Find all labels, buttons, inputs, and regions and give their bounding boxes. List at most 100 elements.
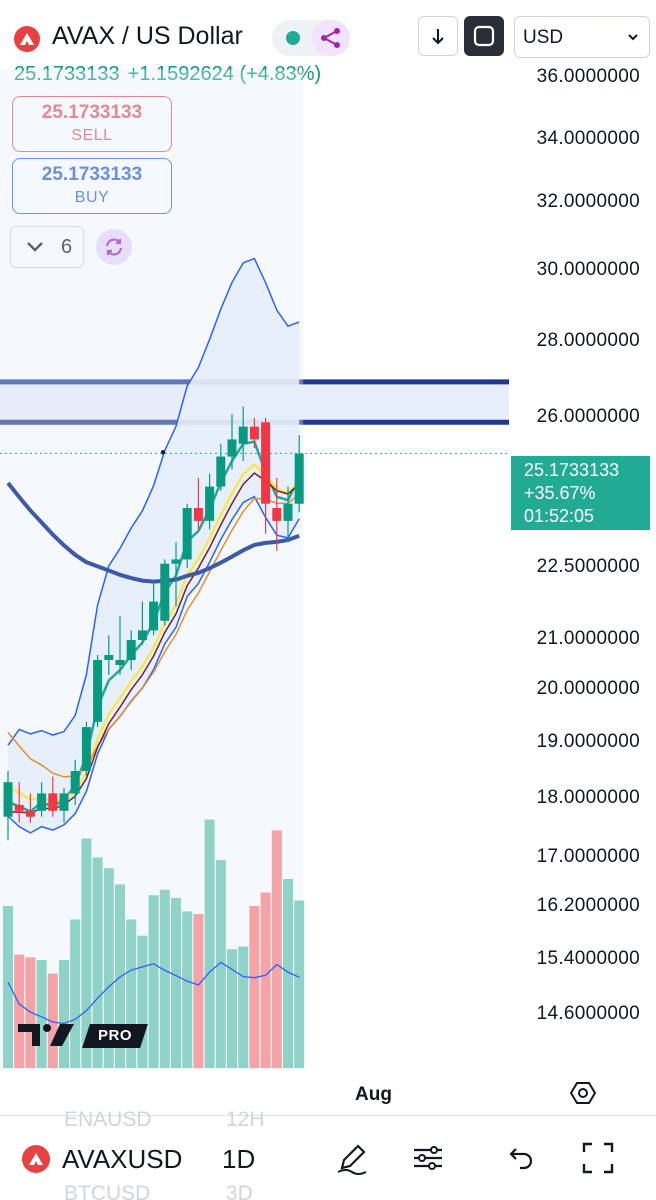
volume-bar [294,900,305,1068]
volume-bar [115,884,125,1068]
current-price-tag: 25.1733133 +35.67% 01:52:05 [511,456,650,530]
price-change: +1.1592624 (+4.83%) [127,63,322,85]
volume-bar [171,897,181,1068]
price-axis-tick: 32.0000000 [536,191,640,212]
indicators-count: 6 [61,236,73,258]
volume-ma-line [7,961,300,1025]
volume-bar [182,911,193,1068]
ghost-symbol-above: ENAUSD [64,1108,152,1131]
candle-body [3,782,13,817]
interval-picker[interactable]: 1D [222,1144,256,1174]
download-button[interactable] [418,16,458,56]
time-axis-label: Aug [355,1084,392,1105]
ema-100-line [7,493,300,778]
candle-body [171,559,181,564]
volume-bar [238,946,249,1068]
status-share-pill[interactable] [272,20,350,56]
volume-bar [103,868,114,1068]
candle-body [37,793,47,811]
volume-bar [3,906,13,1068]
chevron-down-icon [628,34,638,41]
tradingview-logo-icon [18,1024,74,1046]
candle-body [70,771,80,794]
sync-button[interactable] [96,229,132,265]
candle-body [193,508,203,521]
chart-settings-icon[interactable] [570,1080,596,1106]
price-axis-tick: 36.0000000 [536,66,640,87]
price-axis-tick: 30.0000000 [536,259,640,280]
sma-200-line [6,481,300,584]
candle-body [294,453,304,504]
avalanche-logo-icon [22,1145,50,1173]
buy-button[interactable]: 25.1733133 BUY [12,158,172,214]
candle-body [238,426,248,444]
volume-bar [215,860,226,1068]
currency-select[interactable]: USD [514,16,650,58]
undo-icon[interactable] [500,1138,540,1178]
symbol-picker[interactable]: AVAXUSD [62,1144,183,1174]
indicators-toggle[interactable]: 6 [10,226,84,268]
volume-bar [81,838,92,1068]
candle-body [261,422,271,504]
bar-countdown: 01:52:05 [524,506,595,526]
price-axis-tick: 19.0000000 [536,731,640,752]
buy-price: 25.1733133 [41,164,143,185]
sell-button[interactable]: 25.1733133 SELL [12,96,172,152]
candle-body [249,426,259,440]
price-axis-tick: 18.0000000 [536,787,640,808]
volume-bar [193,914,204,1068]
volume-bar [283,879,293,1068]
candle-body [126,640,136,660]
candle-body [272,508,282,521]
candle-body [115,660,125,665]
price-axis-tick: 20.0000000 [536,678,640,699]
currency-value: USD [523,27,564,48]
quote-line: 25.1733133 +1.1592624 (+4.83%) [14,63,321,86]
price-axis-tick: 14.6000000 [536,1003,640,1024]
buy-label: BUY [74,189,110,206]
volume-bar [204,819,215,1068]
volume-bar [70,919,81,1068]
candle-body [81,727,91,771]
price-axis-tick: 17.0000000 [536,846,640,867]
candle-body [48,793,58,811]
candle-body [149,601,159,631]
market-open-dot-icon [286,31,300,45]
share-icon [321,28,340,48]
ghost-symbol-below: BTCUSD [64,1182,151,1200]
volume-bar [126,919,137,1068]
indicator-settings-icon[interactable] [408,1138,448,1178]
price-axis-tick: 34.0000000 [536,128,640,149]
bollinger-band-fill [8,258,300,833]
volume-bar [92,857,103,1068]
sell-price: 25.1733133 [41,102,143,123]
candle-body [216,456,226,487]
pro-badge: PRO [82,1024,148,1048]
volume-bar [227,949,237,1068]
volume-bar [137,935,148,1068]
price-axis-tick: 28.0000000 [536,330,640,351]
candle-body [104,655,114,660]
candle-body [14,804,24,811]
drawing-pen-icon[interactable] [332,1138,372,1178]
candle-body [137,630,147,640]
current-price-change: +35.67% [524,483,596,503]
current-price-value: 25.1733133 [524,460,620,480]
candle-body [283,503,293,521]
price-axis-tick: 22.5000000 [536,556,640,577]
ghost-interval-below: 3D [226,1182,253,1200]
fullscreen-button[interactable] [464,16,504,56]
candle-body [93,660,103,722]
fullscreen-icon[interactable] [578,1138,618,1178]
last-price: 25.1733133 [14,63,120,85]
price-chart[interactable] [0,0,510,1070]
share-button[interactable] [312,20,350,56]
symbol-title[interactable]: AVAX / US Dollar [52,22,243,50]
price-axis-tick: 15.4000000 [536,948,640,969]
chevron-down-icon [27,242,43,252]
ghost-interval-above: 12H [226,1108,265,1131]
price-axis-tick: 16.2000000 [536,895,640,916]
candle-body [25,810,35,817]
volume-bar [271,830,282,1068]
fullscreen-icon [473,25,495,47]
